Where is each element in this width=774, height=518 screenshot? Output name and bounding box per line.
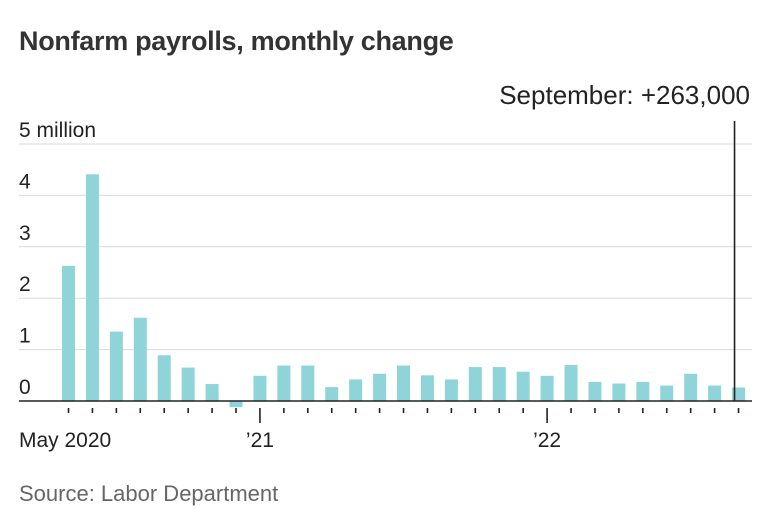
bar [516, 371, 530, 401]
x-tick-label: ’21 [246, 429, 274, 452]
bar [109, 331, 123, 401]
bar [205, 384, 219, 401]
bar [397, 365, 411, 401]
bar [540, 375, 554, 401]
y-tick-label: 2 [19, 273, 31, 296]
annotation-label: September: +263,000 [499, 80, 750, 110]
bar [468, 367, 482, 401]
bar [708, 385, 722, 401]
bar [85, 174, 99, 401]
bar [373, 373, 387, 401]
y-tick-label: 4 [19, 170, 31, 193]
bar [253, 375, 267, 401]
bar [684, 373, 698, 401]
source-note: Source: Labor Department [19, 481, 279, 506]
bar [660, 385, 674, 401]
bar [133, 317, 147, 401]
x-tick-label: ’22 [533, 429, 561, 452]
bar [301, 365, 315, 401]
bar [492, 367, 506, 401]
x-tick-label: May 2020 [19, 429, 111, 452]
bar [588, 381, 602, 401]
y-tick-label: 1 [19, 325, 31, 348]
y-tick-label: 5 million [19, 119, 96, 142]
bar [612, 383, 626, 401]
bar [420, 375, 434, 401]
bar [349, 379, 363, 401]
bar [325, 387, 339, 401]
y-tick-label: 3 [19, 222, 31, 245]
bar [181, 367, 195, 401]
chart-title: Nonfarm payrolls, monthly change [19, 26, 454, 56]
bar [636, 381, 650, 401]
bar [564, 365, 578, 401]
bar [444, 379, 458, 401]
bar-chart: 5 million 4 3 2 1 0 May 2020 ’21 ’22 September: +… [19, 80, 752, 452]
y-tick-label: 0 [19, 376, 31, 399]
bar [229, 401, 243, 408]
bar [277, 365, 291, 401]
bar [62, 265, 75, 401]
bar [157, 355, 171, 401]
